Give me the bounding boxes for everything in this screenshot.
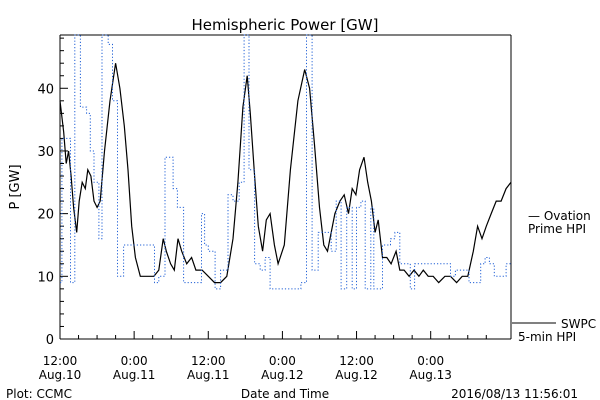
swpc-series-line bbox=[59, 63, 512, 284]
x-tick-label-time: 0:00 bbox=[417, 354, 444, 368]
x-tick-label-date: Aug.11 bbox=[113, 368, 156, 382]
footer-plot-credit: Plot: CCMC bbox=[6, 387, 72, 400]
y-tick-label: 10 bbox=[37, 270, 54, 285]
x-tick-label-date: Aug.13 bbox=[409, 368, 452, 382]
y-tick-label: 40 bbox=[37, 82, 54, 97]
x-axis-ticks: 12:00Aug.100:00Aug.1112:00Aug.110:00Aug.… bbox=[39, 331, 487, 382]
x-tick-label-date: Aug.11 bbox=[187, 368, 230, 382]
x-tick-label-time: 12:00 bbox=[43, 354, 78, 368]
series-layer bbox=[59, 34, 512, 290]
footer-timestamp: 2016/08/13 11:56:01 bbox=[451, 387, 578, 400]
y-tick-label: 0 bbox=[46, 333, 54, 348]
legend-ovation-line1: — Ovation bbox=[528, 209, 591, 223]
y-axis-label: P [GW] bbox=[8, 164, 23, 209]
x-tick-label-date: Aug.10 bbox=[39, 368, 82, 382]
x-tick-label-time: 0:00 bbox=[269, 354, 296, 368]
legend-ovation-line2: Prime HPI bbox=[528, 222, 586, 236]
y-axis-ticks: 0 10 20 30 40 bbox=[37, 37, 68, 348]
chart-title: Hemispheric Power [GW] bbox=[192, 16, 379, 34]
plot-frame bbox=[59, 34, 512, 340]
y-tick-label: 30 bbox=[37, 145, 54, 160]
x-tick-label-date: Aug.12 bbox=[335, 368, 378, 382]
x-tick-label-date: Aug.12 bbox=[261, 368, 304, 382]
y-tick-label: 20 bbox=[37, 208, 54, 223]
legend: — Ovation Prime HPI SWPC 5-min HPI bbox=[512, 209, 596, 344]
x-tick-label-time: 0:00 bbox=[121, 354, 148, 368]
ovation-series-line bbox=[60, 34, 511, 290]
legend-swpc-line2: 5-min HPI bbox=[518, 330, 576, 344]
x-tick-label-time: 12:00 bbox=[339, 354, 374, 368]
x-tick-label-time: 12:00 bbox=[191, 354, 226, 368]
legend-swpc-line1: SWPC bbox=[561, 317, 596, 331]
x-axis-label: Date and Time bbox=[241, 387, 329, 400]
